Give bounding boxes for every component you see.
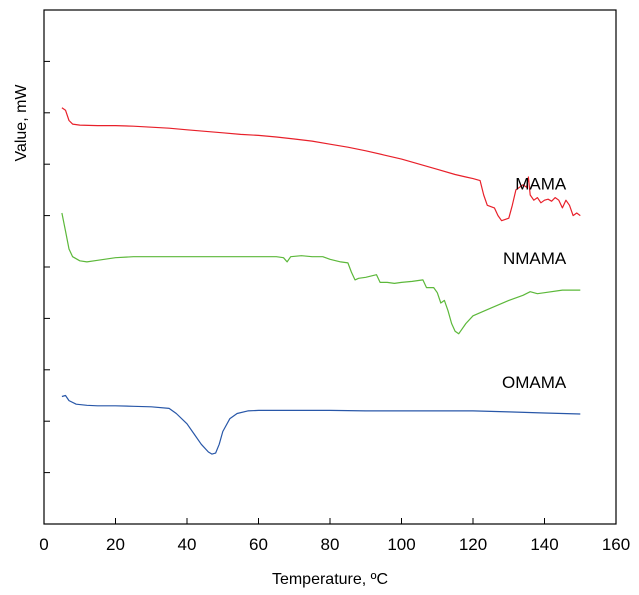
series-line-mama <box>62 108 580 221</box>
x-tick-label: 120 <box>459 535 487 554</box>
series-label-omama: OMAMA <box>502 373 567 392</box>
y-axis-title: Value, mW <box>13 84 30 162</box>
x-tick-label: 0 <box>39 535 48 554</box>
x-tick-label: 80 <box>321 535 340 554</box>
series-line-nmama <box>62 213 580 334</box>
x-tick-label: 140 <box>530 535 558 554</box>
x-axis-title: Temperature, ºC <box>272 571 388 588</box>
series-lines <box>62 108 580 454</box>
x-tick-label: 60 <box>249 535 268 554</box>
series-label-nmama: NMAMA <box>503 249 567 268</box>
x-tick-label: 20 <box>106 535 125 554</box>
x-tick-label: 160 <box>602 535 630 554</box>
series-label-mama: MAMA <box>515 175 567 194</box>
series-line-omama <box>62 396 580 455</box>
y-axis-ticks <box>44 61 50 472</box>
x-tick-label: 100 <box>387 535 415 554</box>
x-tick-label: 40 <box>178 535 197 554</box>
